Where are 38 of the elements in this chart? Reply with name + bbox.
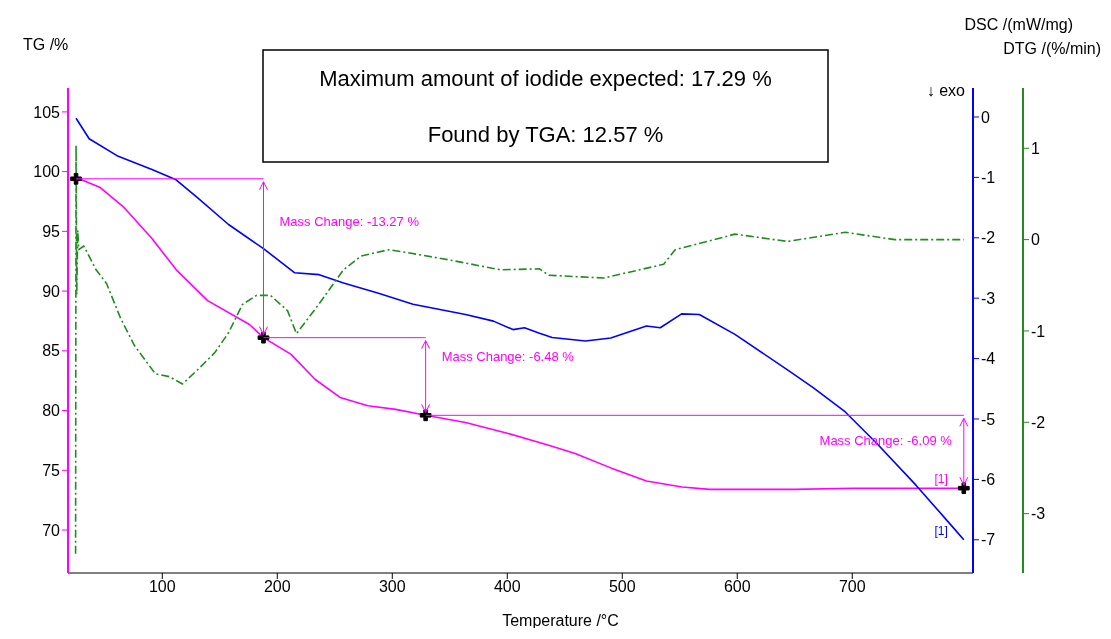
y-axis-title: TG /% [23,36,69,53]
annotation: Maximum amount of iodide expected: 17.29 % [319,66,772,91]
y3-axis-title: DTG /(%/min) [1003,40,1101,57]
annotation: [1] [934,523,948,538]
y-tick-label: 75 [42,461,61,479]
annotation: Mass Change: -6.48 % [441,348,575,364]
x-tick-label: 400 [493,578,521,596]
y-tick-label: 70 [42,521,61,539]
annotation: ↓ exo [926,82,966,99]
y2-tick-label: -3 [981,289,996,307]
y2-tick-label: -6 [981,471,996,489]
y-tick-label: 90 [42,282,61,300]
y-tick-label: 100 [33,163,61,181]
x-tick-label: 300 [378,578,406,596]
x-tick-label: 200 [263,578,291,596]
y3-tick-label: -3 [1031,505,1046,523]
y3-tick-label: -1 [1031,322,1046,340]
y2-tick-label: -4 [981,350,996,368]
y-tick-label: 95 [42,223,61,241]
x-tick-label: 100 [148,578,176,596]
annotation: Found by TGA: 12.57 % [427,122,664,147]
y3-tick-label: 0 [1031,231,1040,249]
annotation: Mass Change: -13.27 % [279,214,420,230]
y2-tick-label: 0 [981,108,990,126]
x-tick-label: 600 [723,578,751,596]
y-tick-label: 85 [42,342,61,360]
y3-tick-label: -2 [1031,413,1046,431]
y2-axis-title: DSC /(mW/mg) [964,16,1073,33]
y2-tick-label: -7 [981,531,996,549]
x-tick-label: 700 [838,578,866,596]
y3-tick-label: 1 [1031,139,1040,157]
y2-tick-label: -1 [981,169,996,187]
x-tick-label: 500 [608,578,636,596]
y-tick-label: 105 [33,103,61,121]
annotation: [1] [934,472,948,487]
y-tick-label: 80 [42,402,61,420]
y2-tick-label: -2 [981,229,996,247]
y2-tick-label: -5 [981,410,996,428]
